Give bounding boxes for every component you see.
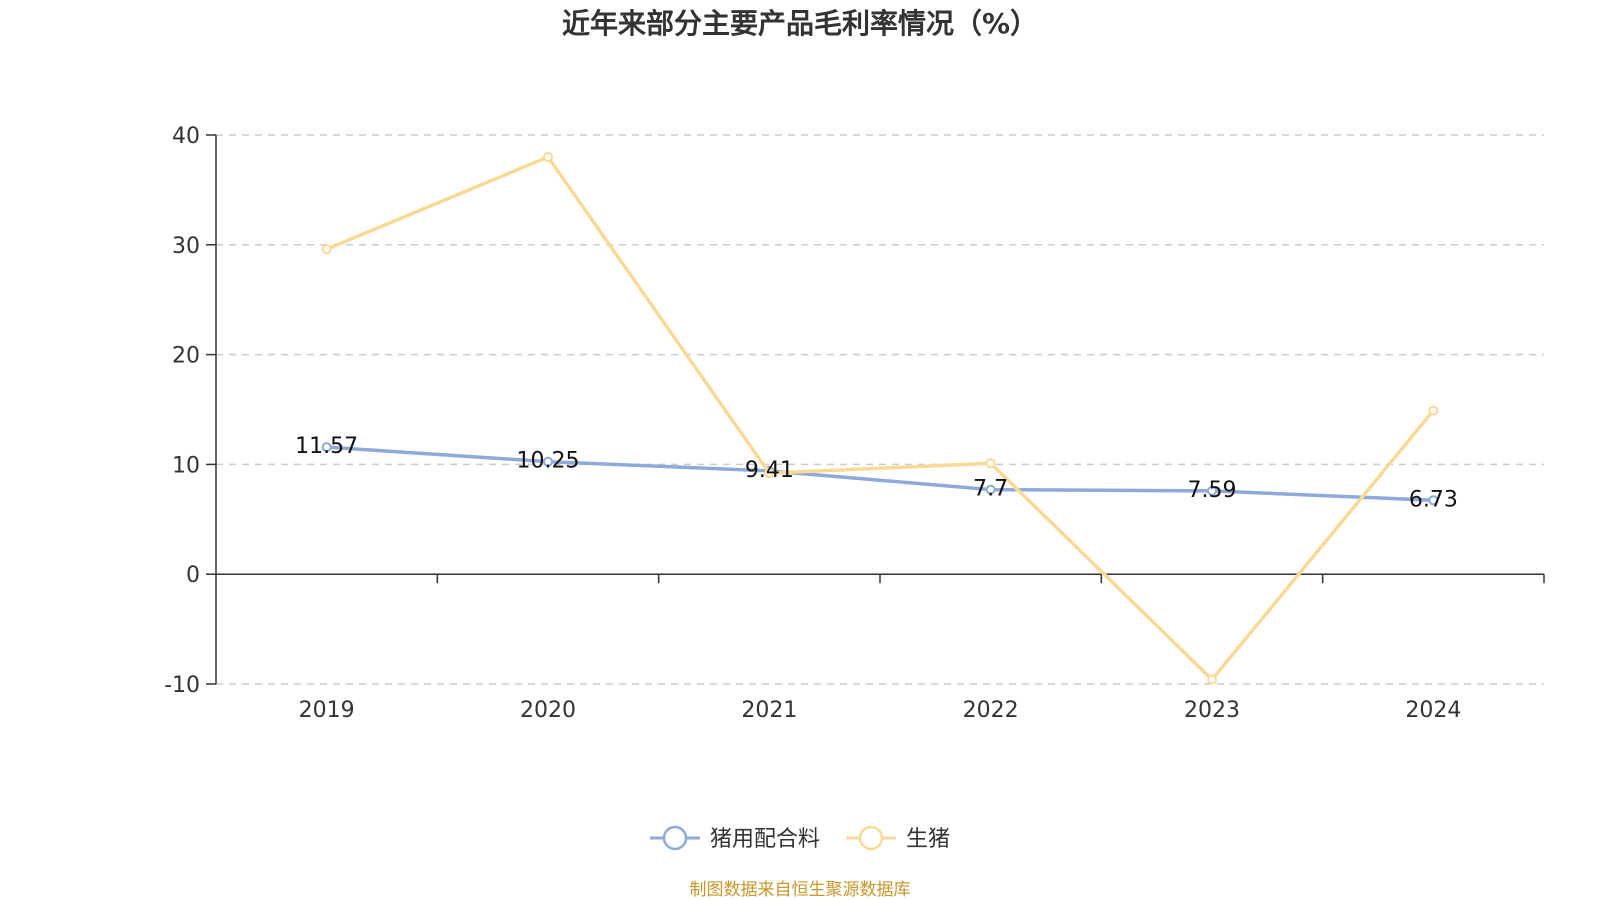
data-point (1207, 485, 1217, 496)
data-point (985, 458, 996, 469)
data-label: 7.7 (973, 477, 1008, 502)
y-tick-label: 30 (172, 234, 200, 259)
x-tick-label: 2021 (741, 698, 797, 723)
legend-item-1[interactable]: 生猪 (846, 825, 950, 852)
data-label: 11.57 (295, 434, 358, 459)
x-tick-label: 2023 (1184, 698, 1240, 723)
x-tick-label: 2020 (520, 698, 576, 723)
data-point (985, 484, 996, 495)
axes (215, 135, 1544, 684)
legend-item-0[interactable]: 猪用配合料 (650, 825, 820, 852)
legend-label: 猪用配合料 (710, 827, 820, 852)
data-point (1207, 674, 1217, 685)
data-point (764, 468, 775, 479)
x-axis-ticks: 2019 2020 2021 2022 2023 2024 (299, 574, 1545, 723)
x-tick-label: 2022 (963, 698, 1019, 723)
data-point (321, 442, 332, 453)
data-label: 9.41 (745, 458, 794, 483)
data-label: 6.73 (1409, 487, 1458, 512)
x-tick-label: 2019 (299, 698, 355, 723)
data-point (543, 151, 553, 162)
data-label: 10.25 (517, 449, 580, 474)
y-axis-ticks: -10 0 10 20 30 40 (164, 124, 216, 698)
legend: 猪用配合料 生猪 (650, 825, 950, 852)
x-tick-label: 2024 (1405, 698, 1461, 723)
legend-marker (858, 825, 884, 851)
data-labels: 11.57 10.25 9.41 7.7 7.59 6.73 (295, 434, 1458, 512)
data-label: 7.59 (1188, 478, 1237, 503)
legend-marker (662, 825, 688, 851)
data-point (1428, 495, 1439, 506)
series-lines (321, 151, 1439, 685)
y-tick-label: 20 (172, 344, 200, 369)
y-tick-label: 0 (186, 563, 200, 588)
data-point (1428, 405, 1439, 416)
data-point (321, 244, 332, 255)
data-point (543, 456, 553, 467)
series-line-0 (326, 445, 1434, 503)
grid-lines (216, 134, 1544, 685)
series-line-1 (325, 155, 1435, 682)
y-tick-label: 40 (172, 124, 200, 149)
source-note: 制图数据来自恒生聚源数据库 (690, 880, 911, 900)
legend-label: 生猪 (906, 827, 950, 852)
y-tick-label: -10 (164, 673, 200, 698)
y-tick-label: 10 (172, 453, 200, 478)
chart-title: 近年来部分主要产品毛利率情况（%） (562, 7, 1038, 40)
